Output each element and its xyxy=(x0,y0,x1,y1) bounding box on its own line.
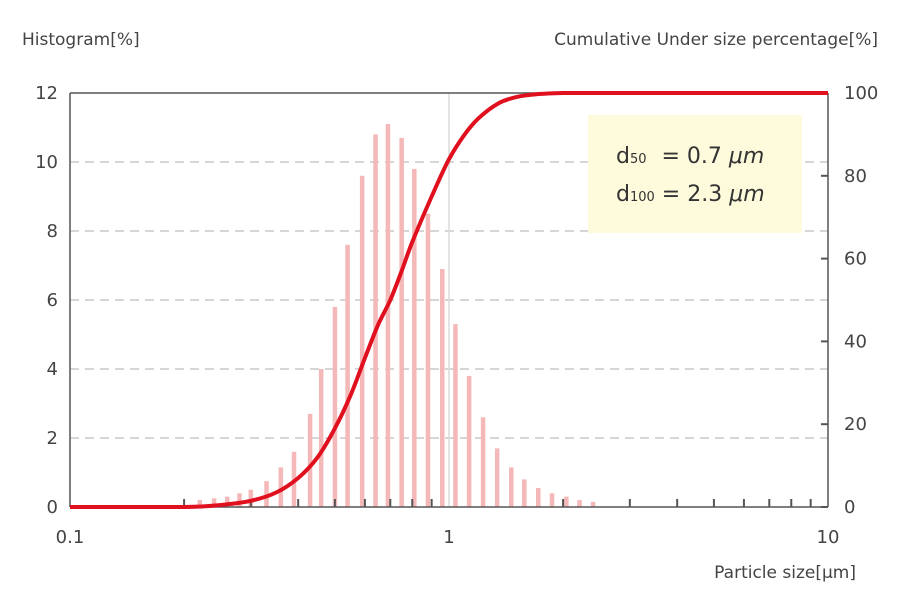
cumulative-line xyxy=(69,91,828,510)
histogram-bar xyxy=(440,268,445,507)
histogram-bar xyxy=(197,500,203,507)
histogram-bar xyxy=(425,213,431,507)
histogram-bar xyxy=(225,496,230,507)
left-tick-label: 10 xyxy=(35,152,58,173)
left-axis-title: Histogram[%] xyxy=(22,30,140,50)
histogram-bar xyxy=(480,417,486,507)
histogram-bar xyxy=(248,489,254,507)
histogram-bar xyxy=(211,498,217,507)
histogram-bar xyxy=(264,481,269,507)
annotation-background xyxy=(588,115,802,233)
histogram-bar xyxy=(307,413,313,507)
right-tick-label: 100 xyxy=(844,83,878,104)
histogram-bar xyxy=(509,467,514,507)
histogram-bar xyxy=(345,244,350,508)
left-tick-label: 8 xyxy=(47,221,58,242)
histogram-bar xyxy=(453,324,458,507)
tick-labels: 0 2 4 6 8 10 12 0 20 40 60 80 100 0.1 1 10 xyxy=(35,83,878,548)
histogram-bar xyxy=(373,134,378,507)
histogram-bar xyxy=(590,501,596,507)
left-tick-label: 12 xyxy=(35,83,58,104)
histogram-bar xyxy=(332,306,338,507)
left-tick-label: 2 xyxy=(47,428,58,449)
histogram-bar xyxy=(522,479,527,507)
left-tick-label: 4 xyxy=(47,359,58,380)
x-tick-label: 1 xyxy=(443,527,454,548)
right-tick-label: 0 xyxy=(844,497,855,518)
left-tick-label: 6 xyxy=(47,290,58,311)
left-tick-label: 0 xyxy=(47,497,58,518)
histogram-bar xyxy=(536,488,541,507)
d100-label: d100 = 2.3 μm xyxy=(616,182,765,207)
histogram-bar xyxy=(564,496,569,507)
histogram-bar xyxy=(549,493,555,507)
histogram-bar xyxy=(412,168,417,507)
right-tick-label: 20 xyxy=(844,414,867,435)
cumulative-line-layer xyxy=(69,91,828,510)
histogram-bars xyxy=(197,124,596,508)
histogram-bar xyxy=(385,124,391,508)
histogram-bar xyxy=(399,137,404,507)
histogram-bar xyxy=(237,493,242,507)
right-tick-label: 60 xyxy=(844,249,867,270)
x-tick-label: 0.1 xyxy=(56,527,85,548)
x-axis-title: Particle size[μm] xyxy=(714,563,856,583)
x-tick-label: 10 xyxy=(817,527,840,548)
d50-label: d50 = 0.7 μm xyxy=(616,144,764,169)
d-value-annotation-box: d50 = 0.7 μm d100 = 2.3 μm xyxy=(588,115,802,233)
right-axis-title: Cumulative Under size percentage[%] xyxy=(554,30,878,50)
histogram-bar xyxy=(466,375,472,507)
right-tick-label: 80 xyxy=(844,166,867,187)
histogram-bar xyxy=(494,448,500,507)
histogram-bar xyxy=(318,369,324,507)
right-tick-label: 40 xyxy=(844,331,867,352)
histogram-bar xyxy=(278,467,284,507)
histogram-bar xyxy=(577,500,582,507)
histogram-bar xyxy=(359,175,365,508)
